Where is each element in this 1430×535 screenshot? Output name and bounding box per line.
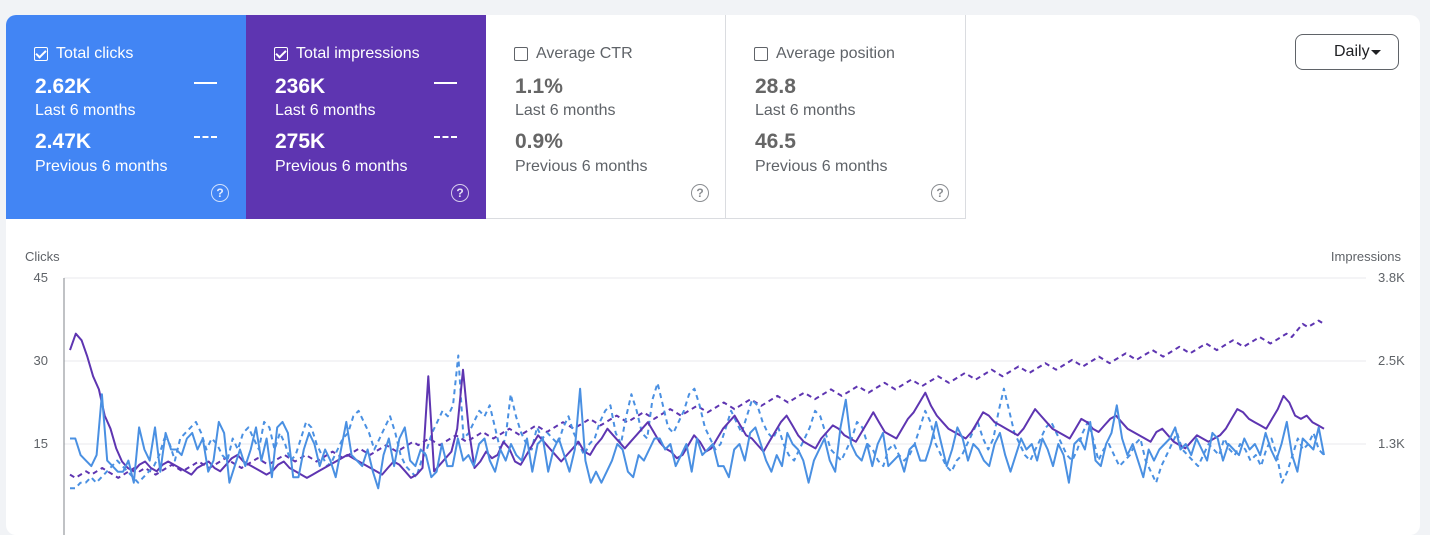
right-axis-tick-label: 3.8K — [1378, 270, 1405, 285]
left-axis-label: Clicks — [25, 249, 60, 264]
metric-tile-total-impressions[interactable]: Total impressions 236K Last 6 months 275… — [246, 15, 486, 219]
metric-value-previous: 275K — [275, 130, 326, 153]
axis-ticks: 45 30 15 3.8K 2.5K 1.3K — [34, 270, 1406, 451]
metric-header[interactable]: Total impressions — [274, 45, 420, 63]
metric-value-previous: 46.5 — [755, 130, 796, 153]
metric-label: Average position — [776, 45, 895, 62]
grid-lines — [64, 277, 1366, 445]
help-icon[interactable]: ? — [691, 184, 709, 202]
performance-chart: Clicks Impressions 45 30 15 3.8K 2.5K 1.3K — [25, 249, 1406, 535]
metric-tile-average-position[interactable]: Average position 28.8 Last 6 months 46.5… — [726, 15, 966, 219]
metric-value-previous: 2.47K — [35, 130, 92, 153]
metric-period-previous: Previous 6 months — [275, 158, 408, 175]
checkbox-unchecked-icon[interactable] — [754, 47, 768, 61]
checkbox-checked-icon[interactable] — [274, 47, 288, 61]
metric-value-last: 2.62K — [35, 75, 92, 98]
series-line-clicks-previous — [70, 354, 1325, 490]
metric-value-previous: 0.9% — [515, 130, 563, 153]
metric-header[interactable]: Average CTR — [514, 45, 633, 63]
metric-header[interactable]: Total clicks — [34, 45, 133, 63]
metric-period-last: Last 6 months — [755, 102, 856, 119]
metric-value-last: 1.1% — [515, 75, 563, 98]
series-line-impressions-previous — [69, 319, 1325, 479]
metric-period-previous: Previous 6 months — [35, 158, 168, 175]
solid-line-legend-icon — [194, 82, 217, 84]
performance-card: Total clicks 2.62K Last 6 months 2.47K P… — [6, 15, 1420, 535]
right-axis-tick-label: 2.5K — [1378, 353, 1405, 368]
chevron-down-icon — [1371, 50, 1381, 55]
metric-period-previous: Previous 6 months — [515, 158, 648, 175]
right-axis-tick-label: 1.3K — [1378, 436, 1405, 451]
granularity-value: Daily — [1334, 43, 1370, 60]
metric-value-last: 236K — [275, 75, 326, 98]
metric-period-last: Last 6 months — [35, 102, 136, 119]
metric-label: Total impressions — [296, 45, 420, 62]
help-icon[interactable]: ? — [211, 184, 229, 202]
help-icon[interactable]: ? — [451, 184, 469, 202]
metric-tile-average-ctr[interactable]: Average CTR 1.1% Last 6 months 0.9% Prev… — [486, 15, 726, 219]
metric-header[interactable]: Average position — [754, 45, 895, 63]
metric-label: Average CTR — [536, 45, 633, 62]
left-axis-tick-label: 30 — [34, 353, 48, 368]
checkbox-unchecked-icon[interactable] — [514, 47, 528, 61]
dashed-line-legend-icon — [434, 136, 457, 138]
metric-tile-total-clicks[interactable]: Total clicks 2.62K Last 6 months 2.47K P… — [6, 15, 246, 219]
series-line-clicks-last — [70, 387, 1325, 490]
metric-period-last: Last 6 months — [275, 102, 376, 119]
left-axis-tick-label: 15 — [34, 436, 48, 451]
metric-value-last: 28.8 — [755, 75, 796, 98]
right-axis-label: Impressions — [1331, 249, 1402, 264]
metric-tiles: Total clicks 2.62K Last 6 months 2.47K P… — [6, 15, 966, 219]
metric-label: Total clicks — [56, 45, 134, 62]
granularity-dropdown[interactable]: Daily — [1295, 34, 1399, 70]
help-icon[interactable]: ? — [931, 184, 949, 202]
metric-period-last: Last 6 months — [515, 102, 616, 119]
series-group — [69, 319, 1325, 490]
solid-line-legend-icon — [434, 82, 457, 84]
checkbox-checked-icon[interactable] — [34, 47, 48, 61]
metric-period-previous: Previous 6 months — [755, 158, 888, 175]
left-axis-tick-label: 45 — [34, 270, 48, 285]
dashed-line-legend-icon — [194, 136, 217, 138]
